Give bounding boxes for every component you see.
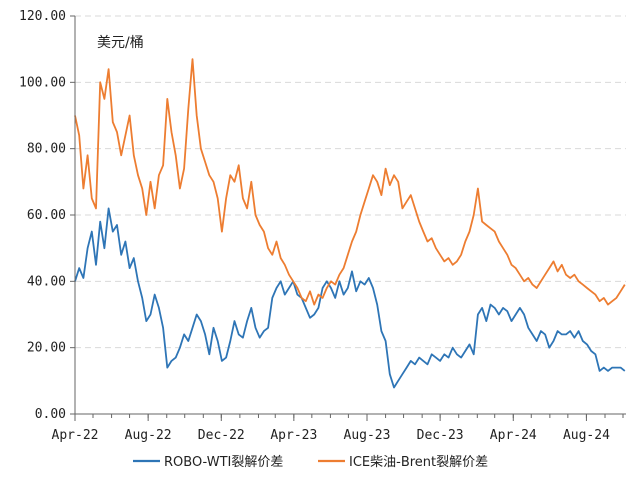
- y-tick-label: 80.00: [27, 142, 66, 157]
- y-tick-label: 40.00: [27, 274, 66, 289]
- unit-label: 美元/桶: [97, 35, 144, 51]
- legend-label: ICE柴油-Brent裂解价差: [349, 455, 488, 470]
- y-tick-label: 120.00: [19, 9, 66, 24]
- y-tick-label: 20.00: [27, 341, 66, 356]
- y-axis-ticks: 0.00 20.00 40.00 60.00 80.00 100.00 120.00: [19, 9, 75, 422]
- x-tick-label: Dec-22: [198, 428, 245, 443]
- series-lines: [74, 58, 626, 389]
- x-tick-label: Dec-23: [417, 428, 464, 443]
- x-tick-label: Apr-24: [490, 428, 537, 443]
- gridlines: [75, 15, 626, 349]
- series-line-1: [74, 207, 626, 389]
- y-tick-label: 60.00: [27, 208, 66, 223]
- x-tick-label: Aug-22: [125, 428, 172, 443]
- series-line-2: [74, 58, 626, 306]
- x-tick-label: Apr-22: [52, 428, 99, 443]
- y-tick-label: 100.00: [19, 75, 66, 90]
- x-tick-label: Apr-23: [270, 428, 317, 443]
- legend: ROBO-WTI裂解价差 ICE柴油-Brent裂解价差: [133, 455, 488, 470]
- x-axis-ticks: Apr-22 Aug-22 Dec-22 Apr-23 Aug-23 Dec-23 Apr-…: [52, 414, 624, 443]
- legend-label: ROBO-WTI裂解价差: [164, 455, 283, 470]
- x-tick-label: Aug-23: [344, 428, 391, 443]
- x-tick-label: Aug-24: [563, 428, 610, 443]
- y-tick-label: 0.00: [35, 407, 66, 422]
